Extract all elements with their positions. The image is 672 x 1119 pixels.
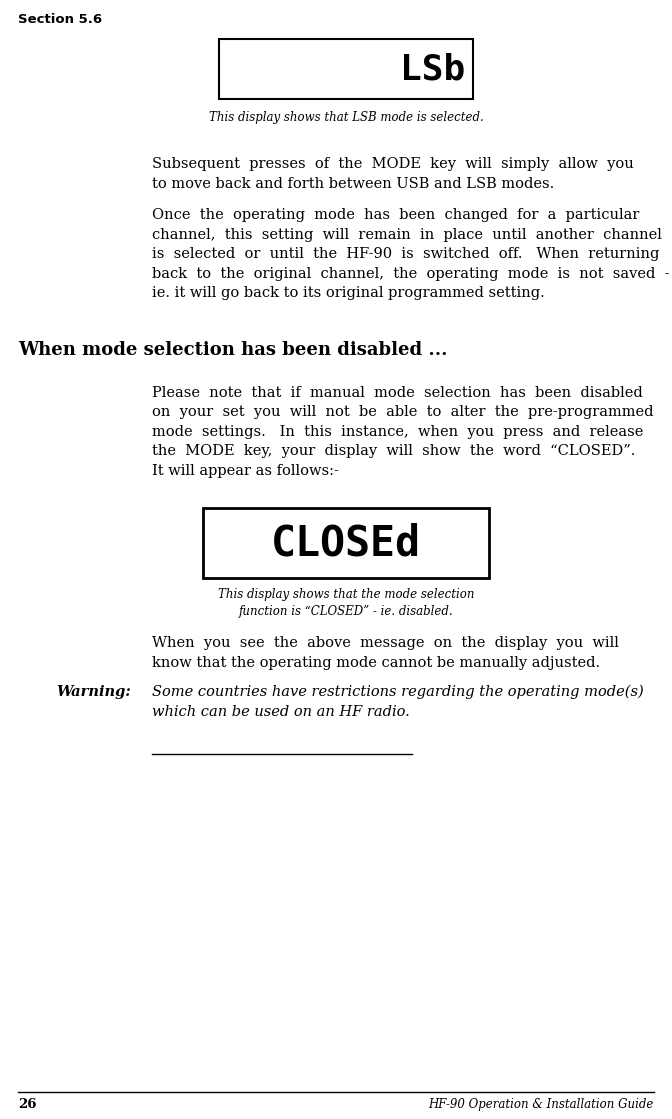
Text: HF-90 Operation & Installation Guide: HF-90 Operation & Installation Guide — [429, 1098, 654, 1111]
Text: channel,  this  setting  will  remain  in  place  until  another  channel: channel, this setting will remain in pla… — [152, 227, 662, 242]
Text: Some countries have restrictions regarding the operating mode(s): Some countries have restrictions regardi… — [152, 685, 644, 699]
Text: Once  the  operating  mode  has  been  changed  for  a  particular: Once the operating mode has been changed… — [152, 208, 639, 222]
Text: This display shows that LSB mode is selected.: This display shows that LSB mode is sele… — [208, 111, 483, 124]
Text: know that the operating mode cannot be manually adjusted.: know that the operating mode cannot be m… — [152, 656, 600, 669]
Bar — [204, 508, 489, 579]
Text: Subsequent  presses  of  the  MODE  key  will  simply  allow  you: Subsequent presses of the MODE key will … — [152, 157, 634, 171]
Text: LSb: LSb — [401, 51, 466, 86]
Text: function is “CLOSED” - ie. disabled.: function is “CLOSED” - ie. disabled. — [239, 604, 454, 618]
Text: Section 5.6: Section 5.6 — [18, 13, 102, 26]
Text: mode  settings.   In  this  instance,  when  you  press  and  release: mode settings. In this instance, when yo… — [152, 424, 643, 439]
Text: Please  note  that  if  manual  mode  selection  has  been  disabled: Please note that if manual mode selectio… — [152, 386, 642, 399]
Bar — [218, 39, 474, 98]
Text: Warning:: Warning: — [56, 685, 131, 699]
Text: When  you  see  the  above  message  on  the  display  you  will: When you see the above message on the di… — [152, 636, 619, 650]
Text: is  selected  or  until  the  HF-90  is  switched  off.   When  returning: is selected or until the HF-90 is switch… — [152, 247, 659, 261]
Text: ie. it will go back to its original programmed setting.: ie. it will go back to its original prog… — [152, 286, 545, 300]
Text: to move back and forth between USB and LSB modes.: to move back and forth between USB and L… — [152, 177, 554, 190]
Text: the  MODE  key,  your  display  will  show  the  word  “CLOSED”.: the MODE key, your display will show the… — [152, 444, 635, 458]
Text: 26: 26 — [18, 1098, 36, 1111]
Text: CLOSEd: CLOSEd — [271, 521, 421, 564]
Text: on  your  set  you  will  not  be  able  to  alter  the  pre-programmed: on your set you will not be able to alte… — [152, 405, 653, 419]
Text: which can be used on an HF radio.: which can be used on an HF radio. — [152, 705, 410, 718]
Text: When mode selection has been disabled ...: When mode selection has been disabled ..… — [18, 340, 448, 358]
Text: This display shows that the mode selection: This display shows that the mode selecti… — [218, 587, 474, 601]
Text: It will appear as follows:-: It will appear as follows:- — [152, 463, 339, 478]
Text: back  to  the  original  channel,  the  operating  mode  is  not  saved  -: back to the original channel, the operat… — [152, 266, 669, 281]
